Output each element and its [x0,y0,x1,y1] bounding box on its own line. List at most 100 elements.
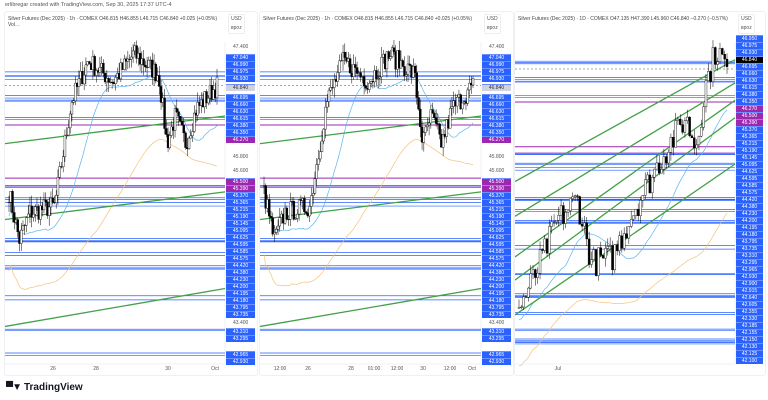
price-level-label[interactable]: 45.145 [736,154,763,161]
price-plot[interactable] [260,12,514,376]
price-level-label[interactable]: 43.310 [226,328,255,335]
price-level-label[interactable]: 46.695 [736,63,763,70]
price-level-label[interactable]: 42.130 [736,343,763,350]
price-level-label[interactable]: 44.575 [736,189,763,196]
price-level-label[interactable]: 44.595 [482,241,511,248]
price-level-label[interactable]: 44.575 [482,255,511,262]
price-level-label[interactable]: 46.615 [482,115,511,122]
price-level-label[interactable]: 45.190 [736,147,763,154]
price-level-label[interactable]: 44.180 [736,231,763,238]
price-level-label[interactable]: 44.230 [226,276,255,283]
price-level-label[interactable]: 46.630 [736,77,763,84]
price-level-label[interactable]: 46.630 [482,108,511,115]
price-level-label[interactable]: 46.840 [226,84,255,91]
price-level-label[interactable]: 43.735 [226,311,255,318]
price-level-label[interactable]: 46.975 [482,68,511,75]
currency-unit-button[interactable]: USD вроz [484,14,501,34]
price-level-label[interactable]: 47.040 [226,54,255,61]
chart-pane-1h-right[interactable]: Silver Futures (Dec 2025) · 1h · COMEX O… [259,11,514,376]
price-level-label[interactable]: 45.215 [226,206,255,213]
price-level-label[interactable]: 42.965 [226,351,255,358]
price-level-label[interactable]: 43.735 [736,245,763,252]
price-level-label[interactable]: 46.350 [736,98,763,105]
price-level-label[interactable]: 42.150 [736,336,763,343]
price-level-label[interactable]: 44.420 [736,196,763,203]
price-level-label[interactable]: 44.195 [736,224,763,231]
price-level-label[interactable]: 46.380 [482,122,511,129]
price-level-label[interactable]: 42.900 [736,280,763,287]
price-level-label[interactable]: 46.350 [226,129,255,136]
price-level-label[interactable]: 43.310 [736,252,763,259]
price-level-label[interactable]: 45.215 [736,140,763,147]
price-level-label[interactable]: 45.390 [736,119,763,126]
price-level-label[interactable]: 46.990 [482,61,511,68]
price-level-label[interactable]: 46.930 [482,75,511,82]
price-level-label[interactable]: 45.500 [226,178,255,185]
price-level-label[interactable]: 44.585 [226,248,255,255]
price-level-label[interactable]: 43.795 [736,238,763,245]
price-level-label[interactable]: 46.380 [736,91,763,98]
price-level-label[interactable]: 43.295 [736,259,763,266]
price-level-label[interactable]: 42.965 [736,266,763,273]
price-level-label[interactable]: 46.660 [226,101,255,108]
price-level-label[interactable]: 45.095 [736,161,763,168]
price-level-label[interactable]: 46.350 [482,129,511,136]
price-level-label[interactable]: 46.660 [736,70,763,77]
price-level-label[interactable]: 42.605 [736,301,763,308]
price-level-label[interactable]: 43.795 [226,304,255,311]
price-level-label[interactable]: 45.365 [226,199,255,206]
price-level-label[interactable]: 43.310 [482,328,511,335]
price-level-label[interactable]: 44.380 [226,269,255,276]
price-level-label[interactable]: 43.295 [482,335,511,342]
price-plot[interactable] [5,12,258,376]
price-level-label[interactable]: 44.420 [226,262,255,269]
price-level-label[interactable]: 44.585 [482,248,511,255]
price-level-label[interactable]: 45.390 [226,185,255,192]
price-level-label[interactable]: 44.595 [736,175,763,182]
price-level-label[interactable]: 44.420 [482,262,511,269]
chart-pane-1h-left[interactable]: Silver Futures (Dec 2025) · 1h · COMEX O… [4,11,258,376]
price-level-label[interactable]: 45.145 [226,220,255,227]
price-level-label[interactable]: 46.270 [226,136,255,143]
price-level-label[interactable]: 47.040 [482,54,511,61]
price-level-label[interactable]: 44.230 [736,210,763,217]
currency-unit-button[interactable]: USD вроz [228,14,245,34]
price-level-label[interactable]: 45.095 [226,227,255,234]
price-level-label[interactable]: 42.185 [736,322,763,329]
price-level-label[interactable]: 46.975 [226,68,255,75]
price-level-label[interactable]: 44.625 [482,234,511,241]
currency-unit-button[interactable]: USD вроz [738,14,755,34]
price-level-label[interactable]: 43.795 [482,304,511,311]
price-level-label[interactable]: 44.625 [736,168,763,175]
price-level-label[interactable]: 42.125 [736,350,763,357]
price-level-label[interactable]: 42.930 [226,358,255,365]
chart-pane-1d[interactable]: Silver Futures (Dec 2025) · 1D · COMEX O… [514,11,766,376]
price-level-label[interactable]: 46.695 [226,94,255,101]
price-level-label[interactable]: 45.365 [482,199,511,206]
price-level-label[interactable]: 44.230 [482,276,511,283]
price-level-label[interactable]: 44.200 [482,283,511,290]
price-level-label[interactable]: 46.840 [482,84,511,91]
tradingview-logo[interactable]: ▀▼ TradingView [6,382,83,393]
price-level-label[interactable]: 46.270 [482,136,511,143]
price-level-label[interactable]: 46.615 [736,84,763,91]
price-level-label[interactable]: 45.370 [226,192,255,199]
price-level-label[interactable]: 45.500 [482,178,511,185]
price-level-label[interactable]: 42.100 [736,357,763,364]
price-level-label[interactable]: 42.155 [736,329,763,336]
price-level-label[interactable]: 44.380 [482,269,511,276]
price-level-label[interactable]: 46.660 [482,101,511,108]
price-level-label[interactable]: 44.195 [226,290,255,297]
price-level-label[interactable]: 44.195 [482,290,511,297]
price-level-label[interactable]: 44.625 [226,234,255,241]
price-level-label[interactable]: 42.930 [736,273,763,280]
price-level-label[interactable]: 43.295 [226,335,255,342]
price-level-label[interactable]: 44.595 [226,241,255,248]
price-level-label[interactable]: 44.585 [736,182,763,189]
price-level-label[interactable]: 45.365 [736,133,763,140]
price-level-label[interactable]: 44.380 [736,203,763,210]
price-level-label[interactable]: 46.380 [226,122,255,129]
price-level-label[interactable]: 44.575 [226,255,255,262]
price-plot[interactable] [515,12,766,376]
price-level-label[interactable]: 46.695 [482,94,511,101]
